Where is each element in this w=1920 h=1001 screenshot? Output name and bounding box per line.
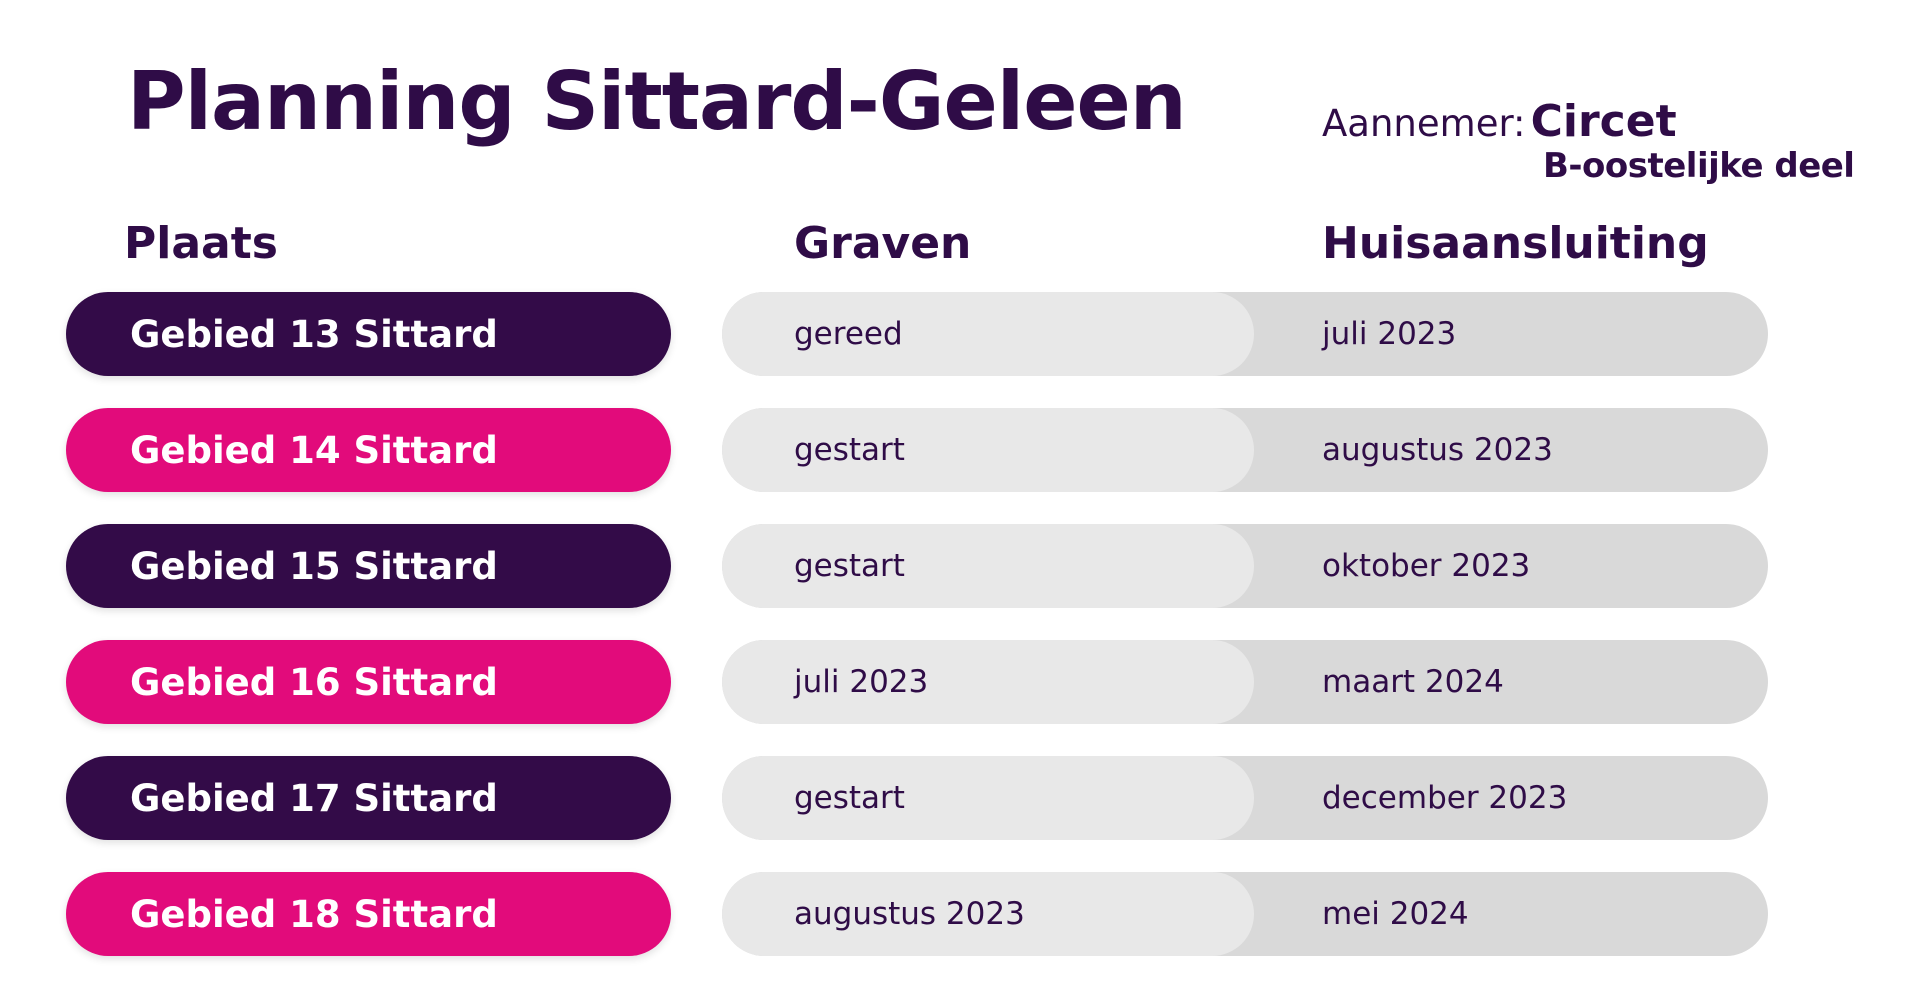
table-row: Gebied 16 Sittard juli 2023 maart 2024 [0,640,1920,724]
schedule-pill: gestart augustus 2023 [722,408,1768,492]
place-pill: Gebied 16 Sittard [66,640,671,724]
digging-segment [722,872,1254,956]
digging-value: augustus 2023 [794,896,1025,932]
place-pill: Gebied 14 Sittard [66,408,671,492]
connection-value: maart 2024 [1322,664,1504,700]
table-row: Gebied 18 Sittard augustus 2023 mei 2024 [0,872,1920,956]
digging-segment [722,640,1254,724]
contractor-area: B-oostelijke deel [1543,146,1855,186]
schedule-pill: juli 2023 maart 2024 [722,640,1768,724]
column-header-place: Plaats [124,218,278,269]
column-header-connection: Huisaansluiting [1322,218,1709,269]
digging-segment [722,524,1254,608]
schedule-pill: gestart december 2023 [722,756,1768,840]
digging-segment [722,756,1254,840]
place-pill: Gebied 15 Sittard [66,524,671,608]
contractor-label: Aannemer: [1322,102,1526,145]
schedule-pill: augustus 2023 mei 2024 [722,872,1768,956]
digging-segment [722,408,1254,492]
table-row: Gebied 14 Sittard gestart augustus 2023 [0,408,1920,492]
table-row: Gebied 13 Sittard gereed juli 2023 [0,292,1920,376]
place-pill: Gebied 18 Sittard [66,872,671,956]
table-row: Gebied 17 Sittard gestart december 2023 [0,756,1920,840]
digging-value: gestart [794,780,905,816]
connection-value: mei 2024 [1322,896,1469,932]
contractor-name: Circet [1530,96,1677,147]
place-pill: Gebied 13 Sittard [66,292,671,376]
connection-value: juli 2023 [1322,316,1457,352]
column-header-digging: Graven [794,218,972,269]
page-title: Planning Sittard-Geleen [127,55,1187,148]
schedule-pill: gestart oktober 2023 [722,524,1768,608]
digging-value: gestart [794,548,905,584]
place-pill: Gebied 17 Sittard [66,756,671,840]
digging-value: juli 2023 [794,664,929,700]
digging-segment [722,292,1254,376]
schedule-pill: gereed juli 2023 [722,292,1768,376]
connection-value: oktober 2023 [1322,548,1531,584]
connection-value: december 2023 [1322,780,1568,816]
connection-value: augustus 2023 [1322,432,1553,468]
digging-value: gestart [794,432,905,468]
table-row: Gebied 15 Sittard gestart oktober 2023 [0,524,1920,608]
digging-value: gereed [794,316,903,352]
contractor-line: Aannemer: Circet [1322,100,1677,144]
